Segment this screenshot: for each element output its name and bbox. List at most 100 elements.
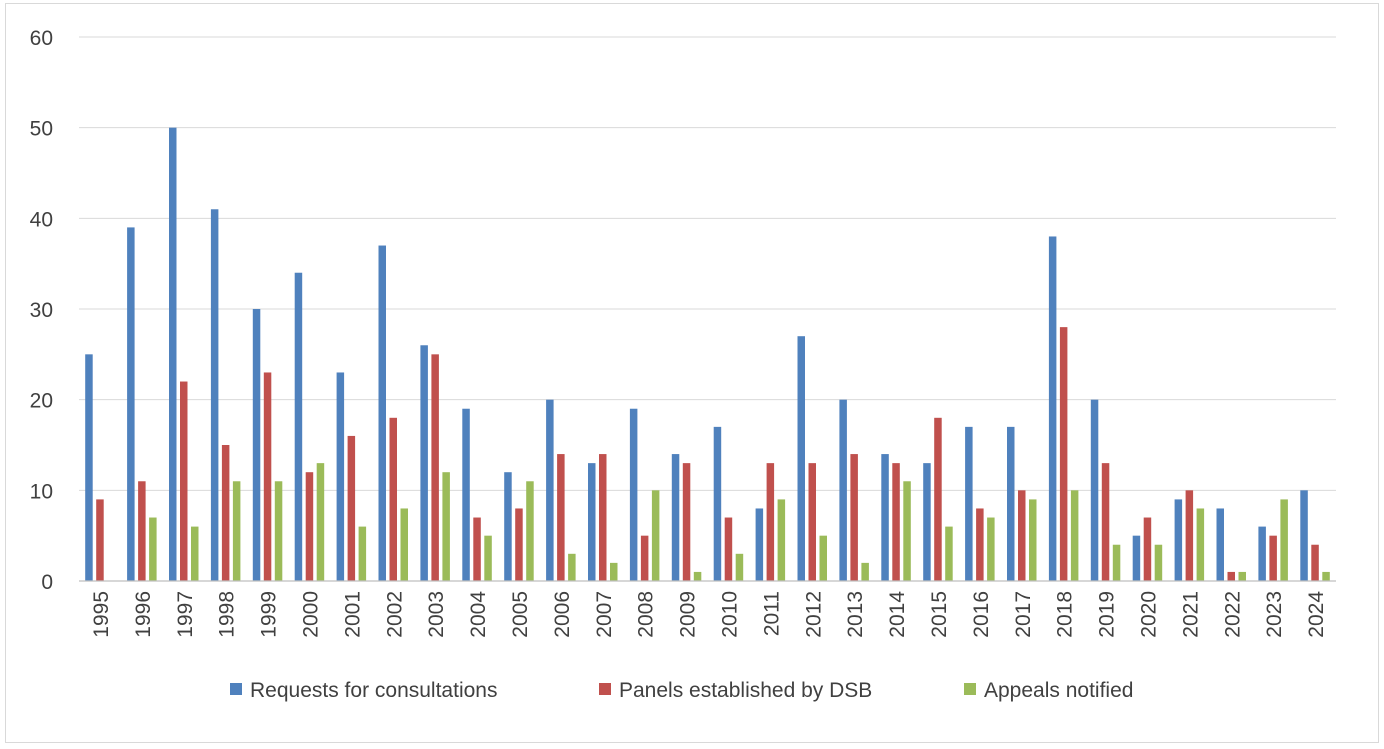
x-tick-label: 2010 <box>718 591 741 638</box>
bar-appeals-notified-2023 <box>1280 499 1288 581</box>
bar-appeals-notified-1997 <box>191 526 199 581</box>
x-tick-label: 2006 <box>551 591 574 638</box>
chart-frame: 0 10 20 30 40 50 60 1995 1996 1997 1998 1999 2000 20… <box>5 3 1379 743</box>
x-tick-label: 2011 <box>760 591 783 636</box>
x-tick-label: 2017 <box>1012 591 1035 638</box>
legend: Requests for consultations Panels establi… <box>230 679 1133 702</box>
bar-panels-established-by-dsb-2018 <box>1059 327 1068 581</box>
bar-requests-for-consultations-2001 <box>336 372 345 581</box>
bar-requests-for-consultations-2005 <box>504 472 512 581</box>
bar-appeals-notified-2013 <box>861 562 869 581</box>
x-tick-label: 2004 <box>467 591 490 638</box>
bar-appeals-notified-2012 <box>819 535 827 581</box>
bar-panels-established-by-dsb-1996 <box>138 481 146 581</box>
bar-panels-established-by-dsb-1997 <box>180 381 188 581</box>
bar-appeals-notified-2014 <box>903 481 911 581</box>
bar-requests-for-consultations-2018 <box>1048 236 1057 581</box>
bar-appeals-notified-1996 <box>149 517 157 581</box>
bar-panels-established-by-dsb-2014 <box>892 463 900 581</box>
bar-panels-established-by-dsb-2016 <box>976 508 984 581</box>
bar-panels-established-by-dsb-2011 <box>766 463 775 581</box>
bar-requests-for-consultations-2020 <box>1132 535 1141 581</box>
legend-label: Panels established by DSB <box>619 679 872 702</box>
bar-requests-for-consultations-2021 <box>1174 499 1183 581</box>
x-tick-label: 2014 <box>886 591 909 638</box>
bar-appeals-notified-2005 <box>526 481 534 581</box>
bar-requests-for-consultations-2022 <box>1216 508 1224 581</box>
bar-panels-established-by-dsb-2015 <box>934 417 942 581</box>
bar-requests-for-consultations-2006 <box>546 399 554 581</box>
bar-panels-established-by-dsb-2021 <box>1185 490 1194 581</box>
x-tick-label: 2021 <box>1179 591 1202 638</box>
bar-appeals-notified-2006 <box>568 553 576 581</box>
bars <box>85 127 1330 582</box>
bar-panels-established-by-dsb-2017 <box>1018 490 1026 581</box>
bar-panels-established-by-dsb-2010 <box>724 517 733 581</box>
bar-requests-for-consultations-1998 <box>210 209 219 581</box>
x-tick-label: 2016 <box>970 591 993 638</box>
bar-appeals-notified-2015 <box>945 526 953 581</box>
bar-appeals-notified-2019 <box>1112 544 1121 581</box>
bar-panels-established-by-dsb-1999 <box>263 372 272 581</box>
legend-swatch <box>230 683 242 695</box>
bar-requests-for-consultations-2007 <box>588 463 596 581</box>
bar-appeals-notified-2016 <box>987 517 995 581</box>
bar-panels-established-by-dsb-2009 <box>682 463 691 581</box>
bar-appeals-notified-2018 <box>1070 490 1079 581</box>
bar-panels-established-by-dsb-2013 <box>850 454 858 581</box>
x-tick-label: 2005 <box>509 591 532 638</box>
x-tick-label: 2020 <box>1137 591 1160 638</box>
y-tick-label: 60 <box>30 27 53 50</box>
legend-swatch <box>964 683 976 695</box>
bar-appeals-notified-2007 <box>610 562 618 581</box>
bar-appeals-notified-2017 <box>1029 499 1037 581</box>
bar-appeals-notified-2021 <box>1196 508 1205 581</box>
x-tick-label: 2022 <box>1221 591 1244 638</box>
bar-appeals-notified-2009 <box>693 571 702 581</box>
bar-requests-for-consultations-2013 <box>839 399 847 581</box>
bar-panels-established-by-dsb-2022 <box>1227 571 1235 581</box>
bar-requests-for-consultations-1996 <box>127 227 135 581</box>
bar-appeals-notified-2001 <box>358 526 367 581</box>
bar-appeals-notified-1998 <box>232 481 241 581</box>
bar-panels-established-by-dsb-2002 <box>389 417 397 581</box>
bar-panels-established-by-dsb-2023 <box>1269 535 1277 581</box>
bar-panels-established-by-dsb-1998 <box>221 445 230 581</box>
y-tick-label: 0 <box>41 571 53 594</box>
bar-appeals-notified-2020 <box>1154 544 1163 581</box>
x-tick-label: 2015 <box>928 591 951 638</box>
bar-requests-for-consultations-2015 <box>923 463 931 581</box>
legend-label: Appeals notified <box>984 679 1133 702</box>
bar-requests-for-consultations-2008 <box>629 408 638 581</box>
bar-panels-established-by-dsb-2012 <box>808 463 816 581</box>
bar-panels-established-by-dsb-2008 <box>640 535 649 581</box>
y-tick-label: 10 <box>30 480 53 503</box>
x-tick-label: 1999 <box>258 591 281 638</box>
x-tick-label: 2018 <box>1054 591 1077 638</box>
bar-requests-for-consultations-1995 <box>85 354 93 581</box>
x-tick-label: 2007 <box>593 591 616 638</box>
bar-requests-for-consultations-2009 <box>671 454 680 581</box>
legend-swatch <box>599 683 611 695</box>
bar-panels-established-by-dsb-1995 <box>96 499 104 581</box>
y-tick-label: 30 <box>30 299 53 322</box>
bar-requests-for-consultations-2019 <box>1090 399 1099 581</box>
x-tick-label: 2024 <box>1305 591 1328 638</box>
bar-requests-for-consultations-1997 <box>169 127 177 582</box>
bar-panels-established-by-dsb-2007 <box>599 454 607 581</box>
bar-appeals-notified-2002 <box>400 508 408 581</box>
x-tick-label: 2019 <box>1096 591 1119 638</box>
bar-appeals-notified-1999 <box>274 481 283 581</box>
x-tick-label: 2002 <box>383 591 406 638</box>
bar-appeals-notified-2008 <box>651 490 660 581</box>
bar-requests-for-consultations-2011 <box>755 508 764 581</box>
bar-appeals-notified-2024 <box>1322 571 1330 581</box>
bar-requests-for-consultations-2010 <box>713 426 722 581</box>
x-tick-label: 2009 <box>677 591 700 638</box>
x-tick-label: 1995 <box>90 591 113 638</box>
bar-panels-established-by-dsb-2005 <box>515 508 523 581</box>
bar-requests-for-consultations-2014 <box>881 454 889 581</box>
bar-appeals-notified-2003 <box>442 472 450 581</box>
bar-requests-for-consultations-2003 <box>420 345 428 581</box>
bar-requests-for-consultations-2000 <box>294 272 303 581</box>
